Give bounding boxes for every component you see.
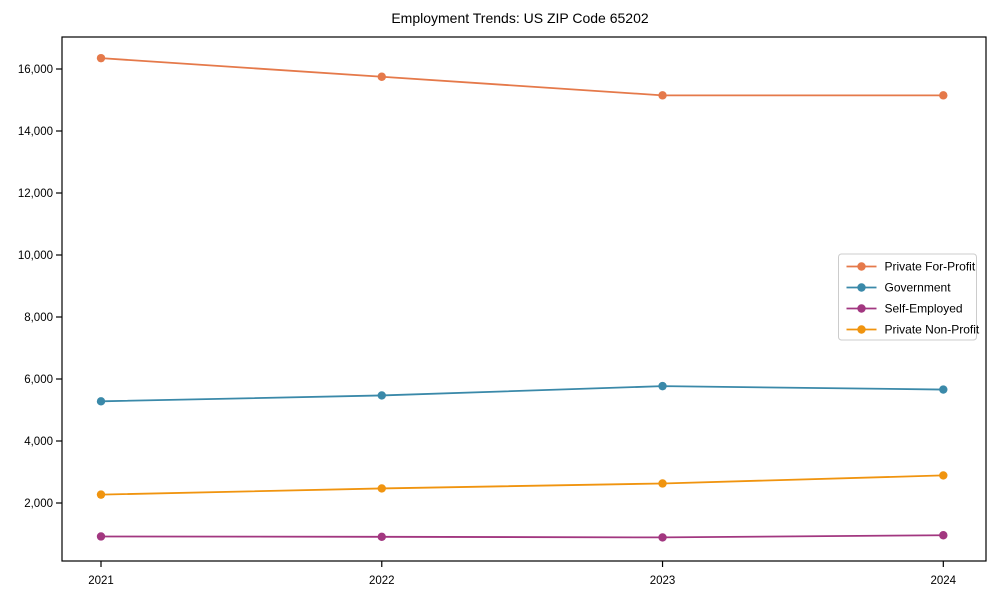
y-axis-tick-label: 8,000 — [24, 312, 53, 324]
y-axis-tick-label: 14,000 — [18, 126, 53, 138]
data-point-marker-private-non-profit — [377, 484, 386, 493]
y-axis-tick-label: 10,000 — [18, 250, 53, 262]
x-axis-tick-label: 2023 — [650, 575, 676, 587]
series-line-self-employed — [100, 534, 944, 539]
x-axis-tick-label: 2024 — [931, 575, 957, 587]
data-point-marker-government — [377, 391, 386, 400]
y-axis-tick-label: 12,000 — [18, 188, 53, 200]
data-point-marker-private-for-profit — [377, 72, 386, 81]
data-point-marker-private-non-profit — [939, 471, 948, 480]
legend-marker-icon — [857, 304, 866, 313]
data-point-marker-government — [939, 385, 948, 394]
legend-entry-label: Self-Employed — [885, 302, 963, 316]
legend-entry-label: Private Non-Profit — [885, 323, 980, 337]
series-line-private-non-profit — [100, 474, 944, 496]
data-point-marker-private-for-profit — [96, 53, 106, 63]
data-point-marker-self-employed — [96, 532, 106, 541]
legend-marker-icon — [857, 283, 866, 292]
data-point-marker-private-for-profit — [939, 91, 948, 100]
plot-area: 2,000 4,000 6,000 8,000 10,000 12,000 14,000 16… — [18, 36, 987, 587]
series-line-government — [100, 385, 944, 403]
series-line-private-for-profit — [100, 57, 944, 97]
legend-marker-icon — [857, 262, 866, 271]
legend-box — [838, 253, 977, 341]
chart-title: Employment Trends: US ZIP Code 65202 — [391, 10, 649, 26]
y-axis-tick-label: 2,000 — [24, 498, 53, 510]
plot-border — [61, 36, 987, 562]
data-point-marker-private-non-profit — [96, 490, 106, 499]
data-point-marker-self-employed — [939, 531, 948, 540]
y-axis-tick-label: 4,000 — [24, 436, 53, 448]
x-axis-tick-label: 2022 — [369, 575, 395, 587]
data-point-marker-government — [658, 381, 667, 391]
y-axis-tick-label: 6,000 — [24, 374, 53, 386]
legend: Private For-Profit Government Self-Employe… — [838, 253, 980, 341]
legend-entry-label: Government — [885, 281, 952, 295]
legend-marker-icon — [857, 325, 866, 334]
y-axis-tick-label: 16,000 — [18, 64, 53, 76]
legend-entry-label: Private For-Profit — [885, 260, 976, 274]
data-point-marker-private-non-profit — [658, 479, 667, 488]
data-point-marker-government — [96, 397, 106, 406]
data-point-marker-self-employed — [658, 533, 667, 542]
data-point-marker-self-employed — [377, 532, 386, 541]
x-axis-tick-label: 2021 — [88, 575, 114, 587]
data-point-marker-private-for-profit — [658, 91, 667, 100]
